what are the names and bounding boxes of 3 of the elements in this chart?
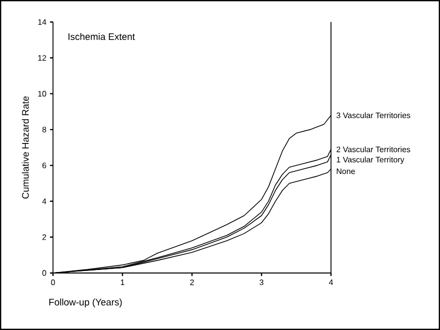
x-axis-title: Follow-up (Years) (49, 298, 122, 308)
annotation: Ischemia Extent (68, 33, 135, 40)
y-axis-title: Cumulative Hazard Rate (22, 96, 29, 199)
